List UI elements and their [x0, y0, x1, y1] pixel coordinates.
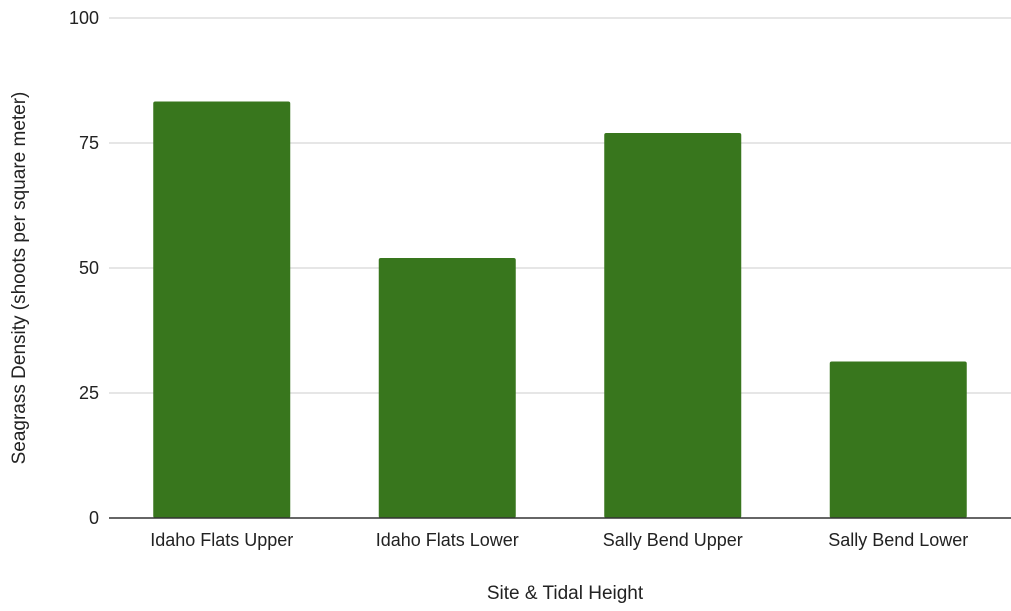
- y-axis-title: Seagrass Density (shoots per square mete…: [9, 92, 30, 465]
- x-tick-label: Sally Bend Lower: [828, 530, 968, 550]
- y-tick-label: 75: [79, 133, 99, 153]
- y-tick-label: 50: [79, 258, 99, 278]
- x-tick-labels: Idaho Flats Upper Idaho Flats Lower Sally …: [150, 530, 968, 550]
- y-tick-label: 100: [69, 8, 99, 28]
- bars: [153, 101, 967, 519]
- bar-sally-bend-lower[interactable]: [829, 361, 967, 519]
- y-tick-label: 25: [79, 383, 99, 403]
- bar-idaho-flats-lower[interactable]: [378, 258, 516, 518]
- bar-sally-bend-upper[interactable]: [604, 133, 742, 518]
- y-tick-labels: 0 25 50 75 100: [69, 8, 99, 528]
- x-tick-label: Idaho Flats Upper: [150, 530, 293, 550]
- x-tick-label: Sally Bend Upper: [603, 530, 743, 550]
- x-axis-title: Site & Tidal Height: [487, 583, 644, 604]
- y-tick-label: 0: [89, 508, 99, 528]
- bar-idaho-flats-upper[interactable]: [153, 101, 291, 519]
- x-tick-label: Idaho Flats Lower: [376, 530, 519, 550]
